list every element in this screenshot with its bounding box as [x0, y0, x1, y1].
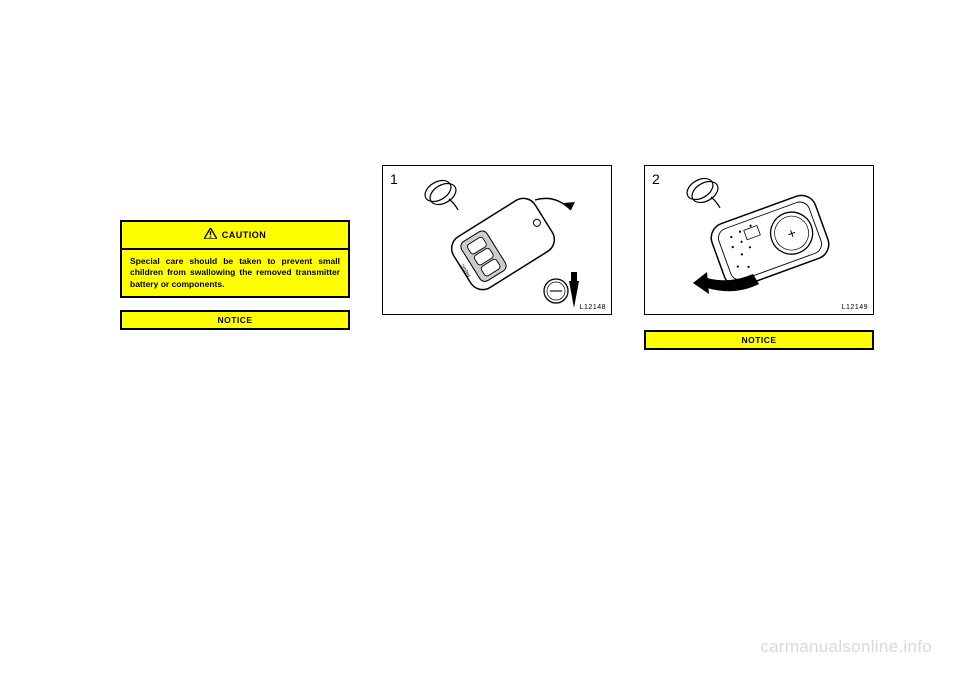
caution-title: CAUTION [222, 230, 267, 240]
remote-key-illustration-2: + [645, 166, 875, 316]
figure-1-ref: L12148 [580, 304, 606, 311]
notice-bar-1: NOTICE [120, 310, 350, 330]
column-3: 2 [644, 165, 874, 350]
figure-2: 2 [644, 165, 874, 315]
warning-triangle-icon [204, 226, 217, 244]
caution-box: CAUTION Special care should be taken to … [120, 220, 350, 298]
caution-body: Special care should be taken to prevent … [122, 250, 348, 296]
notice-bar-2: NOTICE [644, 330, 874, 350]
figure-2-ref: L12149 [842, 304, 868, 311]
caution-header: CAUTION [122, 222, 348, 250]
watermark-text: carmanualsonline.info [760, 637, 932, 657]
manual-page: CAUTION Special care should be taken to … [0, 0, 960, 679]
column-2: 1 PANIC [382, 165, 612, 330]
figure-1: 1 PANIC [382, 165, 612, 315]
remote-key-illustration-1: PANIC [383, 166, 613, 316]
column-1: CAUTION Special care should be taken to … [120, 220, 350, 330]
